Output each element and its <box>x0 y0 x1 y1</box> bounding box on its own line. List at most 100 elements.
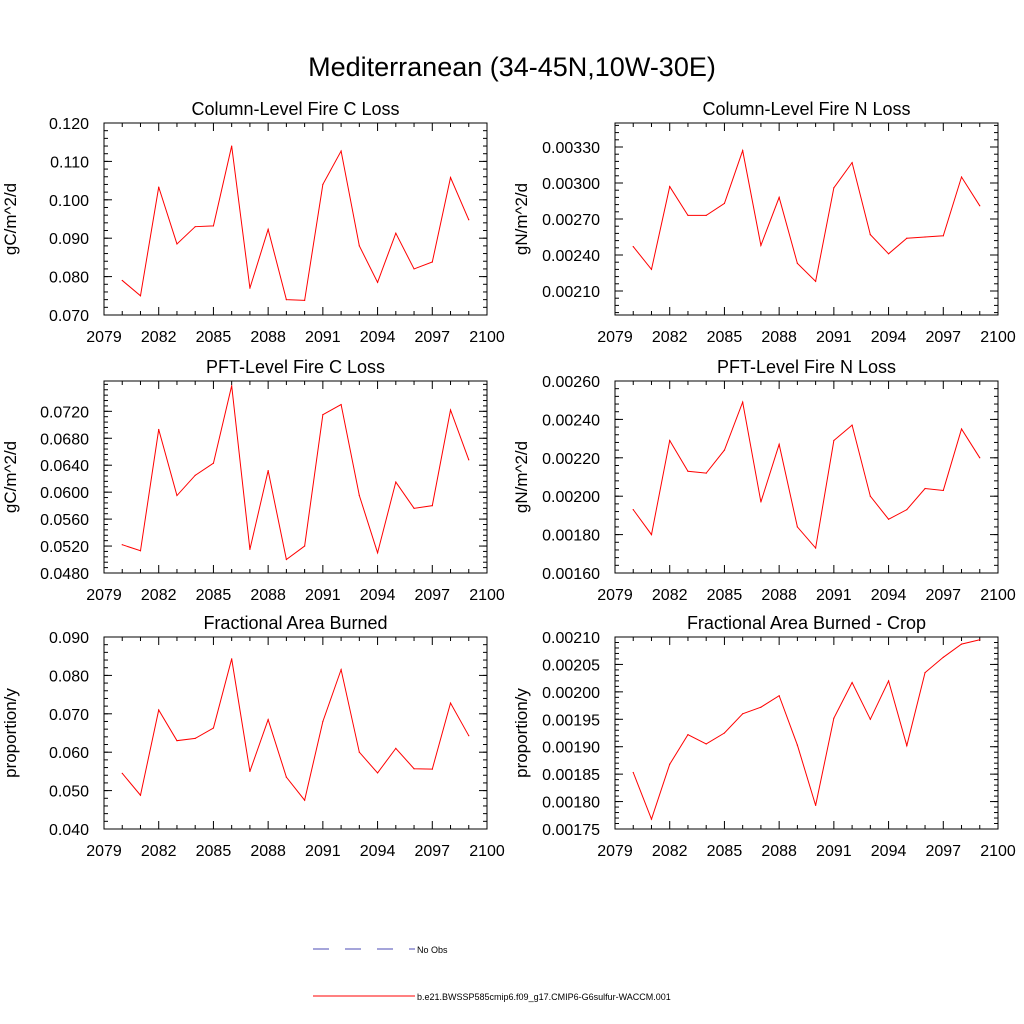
data-point <box>322 183 324 186</box>
data-point <box>924 487 926 490</box>
y-tick-label: 0.0600 <box>40 485 89 502</box>
data-point <box>687 470 689 472</box>
x-tick-label: 2100 <box>469 329 505 346</box>
x-tick-label: 2091 <box>816 329 852 346</box>
plot-frame <box>614 380 999 574</box>
plot-frame <box>103 380 488 574</box>
y-tick-label: 0.00180 <box>542 795 600 812</box>
data-point <box>376 772 379 774</box>
x-tick-label: 2094 <box>871 587 907 604</box>
x-tick-label: 2100 <box>980 587 1016 604</box>
panel-title: Fractional Area Burned - Crop <box>687 613 926 633</box>
y-tick-label: 0.00205 <box>542 657 600 674</box>
y-tick-label: 0.050 <box>49 784 89 801</box>
data-point <box>358 751 360 753</box>
data-point <box>176 494 178 497</box>
y-axis-label: proportion/y <box>1 688 20 778</box>
y-tick-label: 0.060 <box>49 745 89 762</box>
y-tick-label: 0.00210 <box>542 284 600 301</box>
data-point <box>778 196 780 198</box>
data-point <box>632 509 634 511</box>
data-point <box>139 550 142 552</box>
x-tick-label: 2085 <box>707 843 743 860</box>
panel-title: PFT-Level Fire C Loss <box>206 357 385 377</box>
x-tick-label: 2097 <box>925 329 961 346</box>
data-point <box>833 187 835 189</box>
data-point <box>906 237 908 239</box>
x-tick-label: 2079 <box>86 843 122 860</box>
y-tick-label: 0.00160 <box>542 566 600 583</box>
data-point <box>669 439 671 442</box>
y-tick-label: 0.040 <box>49 822 89 839</box>
series-line <box>632 639 980 821</box>
data-point <box>249 548 251 551</box>
y-tick-label: 0.00270 <box>542 212 600 229</box>
chart-panel: PFT-Level Fire C Loss 2079 2082 2085 2088 209… <box>1 357 505 604</box>
data-point <box>796 262 798 264</box>
legend-label-no-obs: No Obs <box>417 945 448 955</box>
data-point <box>851 424 853 426</box>
y-tick-label: 0.120 <box>49 116 89 133</box>
data-point <box>449 176 452 179</box>
data-point <box>650 268 653 270</box>
data-point <box>358 245 360 247</box>
x-tick-label: 2082 <box>652 329 688 346</box>
y-tick-label: 0.110 <box>50 154 89 171</box>
x-tick-label: 2088 <box>761 843 797 860</box>
data-point <box>906 745 908 747</box>
data-point <box>413 768 415 770</box>
data-point <box>231 145 233 147</box>
y-tick-label: 0.080 <box>49 668 89 685</box>
x-tick-label: 2091 <box>816 843 852 860</box>
x-tick-label: 2082 <box>141 843 177 860</box>
data-point <box>121 544 123 546</box>
data-point <box>212 462 215 464</box>
data-point <box>760 706 762 708</box>
y-tick-label: 0.0560 <box>40 512 89 529</box>
data-point <box>304 299 306 302</box>
y-tick-label: 0.00200 <box>542 489 600 506</box>
x-tick-label: 2097 <box>925 587 961 604</box>
panel-title: Column-Level Fire N Loss <box>702 99 910 119</box>
x-tick-label: 2079 <box>86 329 122 346</box>
x-tick-label: 2082 <box>141 329 177 346</box>
y-tick-label: 0.0520 <box>40 539 89 556</box>
y-tick-label: 0.100 <box>49 193 89 210</box>
data-point <box>924 236 926 238</box>
x-tick-label: 2091 <box>816 587 852 604</box>
data-point <box>887 518 890 520</box>
data-point <box>304 545 306 547</box>
chart-panels: Column-Level Fire C Loss 2079 2082 2085 2088… <box>1 99 1016 860</box>
data-point <box>869 234 871 236</box>
data-point <box>979 639 981 641</box>
y-tick-label: 0.00195 <box>542 712 600 729</box>
y-tick-label: 0.00220 <box>542 451 600 468</box>
data-point <box>139 794 142 796</box>
plot-frame <box>614 122 999 316</box>
data-point <box>376 281 379 283</box>
data-point <box>267 228 269 230</box>
data-point <box>231 658 233 660</box>
data-point <box>723 202 726 204</box>
data-point <box>468 219 470 221</box>
data-point <box>851 681 853 684</box>
x-tick-label: 2088 <box>250 587 286 604</box>
y-tick-label: 0.070 <box>49 707 89 724</box>
x-tick-label: 2091 <box>305 329 341 346</box>
data-point <box>231 385 233 387</box>
data-point <box>285 299 287 301</box>
x-tick-label: 2079 <box>597 843 633 860</box>
y-tick-label: 0.00180 <box>542 528 600 545</box>
data-point <box>669 186 671 188</box>
data-point <box>960 643 963 645</box>
data-point <box>960 428 963 430</box>
y-tick-label: 0.00200 <box>542 685 600 702</box>
data-point <box>742 401 744 403</box>
data-point <box>158 428 160 431</box>
x-tick-label: 2097 <box>414 587 450 604</box>
data-point <box>815 280 817 282</box>
data-point <box>650 818 653 820</box>
data-point <box>449 409 452 411</box>
data-point <box>632 771 634 774</box>
panel-title: Fractional Area Burned <box>203 613 387 633</box>
